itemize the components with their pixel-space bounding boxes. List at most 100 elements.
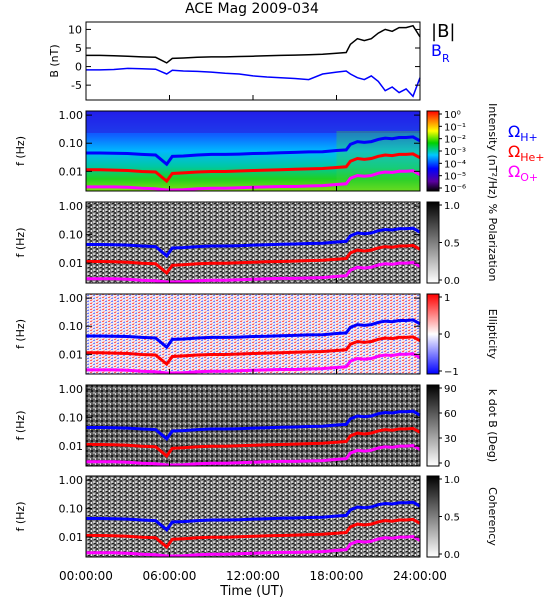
colorbar-tick-label: 0.0 bbox=[444, 550, 460, 561]
panel-coherency: 1.00 0.10 0.01 f (Hz) 1.0 0.5 0.0 Coherency bbox=[14, 474, 499, 561]
y-axis-label: f (Hz) bbox=[14, 319, 27, 349]
gyro-curve-h bbox=[86, 500, 421, 532]
colorbar-label: Coherency bbox=[486, 487, 499, 546]
y-tick-label: 0.01 bbox=[59, 531, 84, 544]
y-tick-label: 1.00 bbox=[59, 383, 84, 396]
legend-omega-he: ΩHe+ bbox=[508, 142, 545, 164]
colorbar-tick-label: 1.0 bbox=[444, 201, 460, 212]
legend-omega-h: ΩH+ bbox=[508, 122, 538, 144]
y-tick-label: 0.01 bbox=[59, 257, 84, 270]
colorbar-tick-label: 0 bbox=[444, 330, 450, 341]
gyro-curve-he bbox=[86, 426, 421, 459]
gyro-curve-o bbox=[86, 443, 421, 467]
colorbar-tick-label: 10⁻⁶ bbox=[444, 184, 466, 195]
legend-b: |B| BR bbox=[431, 21, 455, 65]
spectrogram-band bbox=[86, 111, 420, 133]
panel-polarization: 1.00 0.10 0.01 f (Hz) 1.0 0.5 0.0 % Polarizatio… bbox=[14, 200, 499, 287]
y-tick-label: 0.01 bbox=[59, 165, 84, 178]
colorbar-label: Ellipticity bbox=[486, 309, 499, 360]
gyro-curve-h bbox=[86, 409, 421, 441]
panel-b-field: -5 0 5 10 B (nT) bbox=[48, 21, 421, 101]
figure-title: ACE Mag 2009-034 bbox=[185, 1, 319, 17]
colorbar-tick-label: 10⁻⁵ bbox=[444, 172, 466, 183]
y-axis-label: f (Hz) bbox=[14, 502, 27, 532]
gyro-curve-h bbox=[86, 226, 421, 258]
y-tick-label: 10 bbox=[68, 23, 82, 36]
x-tick-label: 18:00:00 bbox=[310, 569, 364, 583]
gyro-curve-o bbox=[86, 352, 421, 375]
colorbar bbox=[426, 475, 440, 558]
colorbar-tick-label: 1 bbox=[444, 293, 450, 304]
y-tick-label: 0.10 bbox=[59, 320, 84, 333]
series-line-b-total bbox=[86, 24, 421, 64]
x-tick-label: 00:00:00 bbox=[59, 569, 113, 583]
y-tick-label: 1.00 bbox=[59, 200, 84, 213]
colorbar-label: Intensity (nT²/Hz) bbox=[486, 103, 499, 199]
y-axis-label: f (Hz) bbox=[14, 136, 27, 166]
colorbar-label: k dot B (Deg) bbox=[486, 389, 499, 462]
gyro-curve-h bbox=[86, 135, 421, 167]
y-tick-label: 0.10 bbox=[59, 229, 84, 242]
colorbar-tick-label: 0.5 bbox=[444, 239, 460, 250]
colorbar-tick-label: 0.0 bbox=[444, 276, 460, 287]
colorbar-tick-label: 1.0 bbox=[444, 475, 460, 486]
panel-wave-normal-angle: 1.00 0.10 0.01 f (Hz) 90 60 30 0 k dot B (Deg) bbox=[14, 383, 499, 470]
colorbar-label: % Polarization bbox=[486, 204, 499, 282]
y-tick-label: 0.10 bbox=[59, 137, 84, 150]
gyro-curve-he bbox=[86, 152, 421, 184]
colorbar-tick-label: 30 bbox=[444, 434, 457, 445]
colorbar-tick-label: 60 bbox=[444, 409, 457, 420]
x-axis-label: Time (UT) bbox=[219, 584, 284, 599]
legend-gyro: ΩH+ ΩHe+ ΩO+ bbox=[508, 122, 545, 184]
series-line-b-r bbox=[86, 67, 421, 98]
panel-ellipticity: 1.00 0.10 0.01 f (Hz) 1 0 −1 Ellipticity bbox=[14, 292, 499, 378]
colorbar bbox=[426, 110, 440, 192]
legend-b-total: |B| bbox=[431, 21, 455, 42]
colorbar-tick-label: 10⁻⁴ bbox=[444, 159, 466, 170]
gyro-curve-he bbox=[86, 335, 421, 367]
spectrogram-image bbox=[86, 476, 420, 557]
x-tick-label: 06:00:00 bbox=[143, 569, 197, 583]
colorbar-tick-label: 0 bbox=[444, 459, 450, 470]
colorbar-tick-label: 10⁰ bbox=[444, 110, 461, 121]
colorbar-tick-label: 10⁻³ bbox=[444, 147, 466, 158]
gyro-curve-o bbox=[86, 534, 421, 558]
spectrogram-image bbox=[86, 202, 420, 283]
x-tick-label: 12:00:00 bbox=[226, 569, 280, 583]
legend-b-r: BR bbox=[431, 41, 450, 65]
y-axis-label: f (Hz) bbox=[14, 228, 27, 258]
colorbar-tick-label: −1 bbox=[444, 367, 459, 378]
gyro-curve-h bbox=[86, 318, 421, 350]
colorbar bbox=[426, 201, 440, 284]
colorbar-tick-label: 0.5 bbox=[444, 513, 460, 524]
y-tick-label: 0.01 bbox=[59, 440, 84, 453]
colorbar-tick-label: 10⁻¹ bbox=[444, 122, 466, 133]
gyro-curve-he bbox=[86, 243, 421, 276]
y-tick-label: 0.10 bbox=[59, 503, 84, 516]
colorbar-tick-label: 90 bbox=[444, 384, 457, 395]
y-axis-label: f (Hz) bbox=[14, 411, 27, 441]
y-tick-label: 5 bbox=[75, 42, 82, 55]
y-tick-label: 1.00 bbox=[59, 474, 84, 487]
x-tick-label: 24:00:00 bbox=[393, 569, 447, 583]
gyro-curve-o bbox=[86, 169, 421, 192]
gyro-curve-he bbox=[86, 517, 421, 550]
y-tick-label: 0 bbox=[75, 61, 82, 74]
y-tick-label: -5 bbox=[71, 79, 82, 92]
spectrogram-image bbox=[86, 294, 420, 374]
gyro-curve-o bbox=[86, 260, 421, 284]
y-axis-label: B (nT) bbox=[48, 44, 61, 77]
panel-frame bbox=[85, 21, 421, 101]
spectrogram-image bbox=[86, 385, 420, 466]
y-tick-label: 0.10 bbox=[59, 412, 84, 425]
y-tick-label: 1.00 bbox=[59, 292, 84, 305]
y-tick-label: 0.01 bbox=[59, 348, 84, 361]
colorbar-tick-label: 10⁻² bbox=[444, 135, 466, 146]
colorbar bbox=[426, 384, 440, 467]
x-axis: 00:00:00 06:00:00 12:00:00 18:00:00 24:00:00 bbox=[59, 95, 447, 583]
legend-omega-o: ΩO+ bbox=[508, 162, 538, 184]
y-tick-label: 1.00 bbox=[59, 109, 84, 122]
